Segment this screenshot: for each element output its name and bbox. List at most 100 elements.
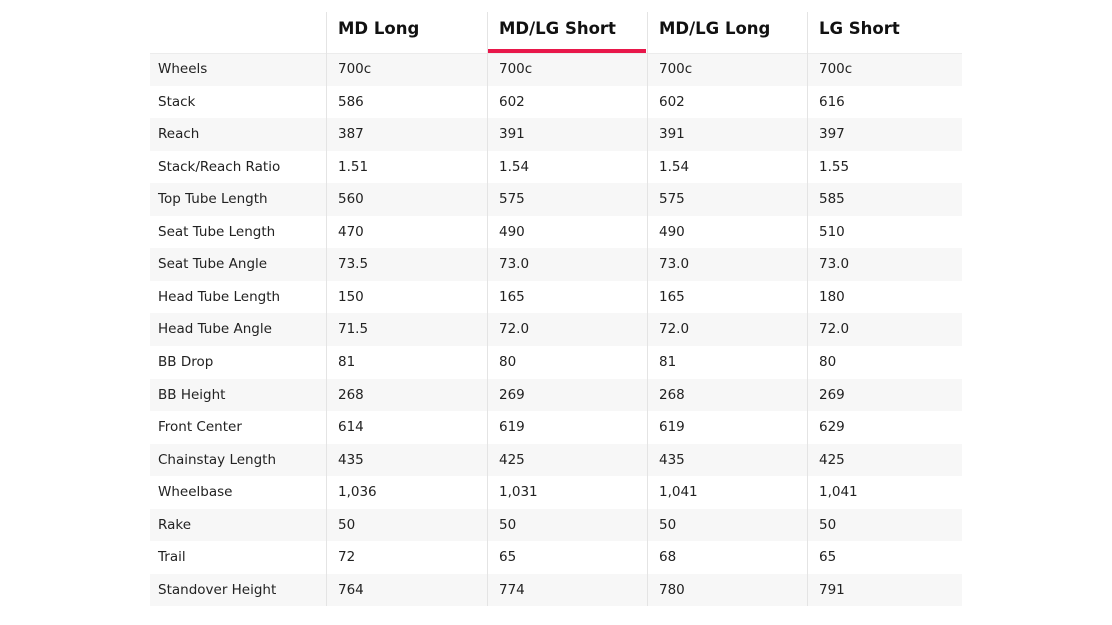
column-header: MD/LG Long: [659, 19, 771, 38]
cell-value: 629: [819, 419, 845, 436]
cell-value: 65: [819, 549, 837, 566]
cell-value: 425: [499, 451, 525, 468]
cell-value: 50: [819, 516, 837, 533]
column-divider: [326, 12, 327, 606]
cell-value: 791: [819, 581, 845, 598]
cell-value: 575: [499, 191, 525, 208]
cell-value: 73.5: [338, 256, 369, 273]
cell-value: 50: [338, 516, 356, 533]
table-row: Seat Tube Angle 73.5 73.0 73.0 73.0: [150, 248, 962, 281]
cell-value: 180: [819, 288, 845, 305]
cell-value: 1,031: [499, 484, 538, 501]
cell-value: 510: [819, 223, 845, 240]
cell-value: 73.0: [819, 256, 850, 273]
row-label: Seat Tube Angle: [158, 256, 268, 273]
row-label: Wheelbase: [158, 484, 233, 501]
cell-value: 80: [499, 353, 517, 370]
row-label: Head Tube Angle: [158, 321, 272, 338]
cell-value: 1.54: [499, 158, 530, 175]
cell-value: 268: [338, 386, 364, 403]
cell-value: 165: [499, 288, 525, 305]
table-row: Reach 387 391 391 397: [150, 118, 962, 151]
cell-value: 73.0: [499, 256, 530, 273]
column-header: MD/LG Short: [499, 19, 616, 38]
cell-value: 774: [499, 581, 525, 598]
cell-value: 602: [499, 93, 525, 110]
cell-value: 268: [659, 386, 685, 403]
table-row: BB Height 268 269 268 269: [150, 378, 962, 412]
cell-value: 575: [659, 191, 685, 208]
header-divider: [150, 53, 962, 54]
cell-value: 81: [659, 353, 677, 370]
table-row: BB Drop 81 80 81 80: [150, 346, 962, 379]
cell-value: 616: [819, 93, 845, 110]
table-row: Front Center 614 619 619 629: [150, 411, 962, 444]
column-divider: [807, 12, 808, 606]
table-row: Wheels 700c 700c 700c 700c: [150, 53, 962, 86]
cell-value: 470: [338, 223, 364, 240]
cell-value: 1.51: [338, 158, 369, 175]
table-row: Chainstay Length 435 425 435 425: [150, 443, 962, 477]
cell-value: 435: [338, 451, 364, 468]
cell-value: 780: [659, 581, 685, 598]
cell-value: 72.0: [499, 321, 530, 338]
cell-value: 397: [819, 126, 845, 143]
cell-value: 165: [659, 288, 685, 305]
cell-value: 700c: [819, 61, 853, 77]
table-row: Head Tube Length 150 165 165 180: [150, 281, 962, 314]
cell-value: 764: [338, 581, 364, 598]
table-row: Wheelbase 1,036 1,031 1,041 1,041: [150, 476, 962, 509]
row-label: Head Tube Length: [158, 288, 281, 305]
cell-value: 150: [338, 288, 364, 305]
table-row: Trail 72 65 68 65: [150, 541, 962, 574]
cell-value: 700c: [659, 61, 693, 77]
cell-value: 560: [338, 191, 364, 208]
row-label: Top Tube Length: [158, 191, 268, 208]
row-label: Rake: [158, 516, 191, 533]
cell-value: 72.0: [659, 321, 690, 338]
cell-value: 619: [499, 419, 525, 436]
table-row: Standover Height 764 774 780 791: [150, 573, 962, 607]
row-label: Reach: [158, 126, 200, 143]
cell-value: 1,041: [819, 484, 858, 501]
cell-value: 700c: [499, 61, 533, 77]
cell-value: 65: [499, 549, 517, 566]
cell-value: 72: [338, 549, 356, 566]
table-row: Top Tube Length 560 575 575 585: [150, 183, 962, 216]
cell-value: 71.5: [338, 321, 369, 338]
cell-value: 68: [659, 549, 677, 566]
cell-value: 602: [659, 93, 685, 110]
table-row: Stack/Reach Ratio 1.51 1.54 1.54 1.55: [150, 151, 962, 184]
cell-value: 700c: [338, 61, 372, 77]
cell-value: 73.0: [659, 256, 690, 273]
cell-value: 425: [819, 451, 845, 468]
cell-value: 586: [338, 93, 364, 110]
cell-value: 269: [819, 386, 845, 403]
cell-value: 269: [499, 386, 525, 403]
cell-value: 585: [819, 191, 845, 208]
cell-value: 50: [659, 516, 677, 533]
cell-value: 614: [338, 419, 364, 436]
cell-value: 81: [338, 353, 356, 370]
row-label: Seat Tube Length: [158, 223, 276, 240]
table-row: Head Tube Angle 71.5 72.0 72.0 72.0: [150, 313, 962, 346]
column-divider: [647, 12, 648, 606]
cell-value: 387: [338, 126, 364, 143]
cell-value: 50: [499, 516, 517, 533]
cell-value: 80: [819, 353, 837, 370]
active-column-indicator: [487, 49, 646, 53]
row-label: Chainstay Length: [158, 451, 277, 468]
row-label: BB Drop: [158, 353, 214, 370]
row-label: Stack: [158, 93, 196, 110]
cell-value: 490: [499, 223, 525, 240]
cell-value: 490: [659, 223, 685, 240]
cell-value: 391: [499, 126, 525, 143]
column-header: MD Long: [338, 19, 420, 38]
table-row: Stack 586 602 602 616: [150, 86, 962, 119]
cell-value: 391: [659, 126, 685, 143]
cell-value: 619: [659, 419, 685, 436]
column-divider: [487, 12, 488, 606]
column-header: LG Short: [819, 19, 900, 38]
row-label: Front Center: [158, 419, 242, 436]
